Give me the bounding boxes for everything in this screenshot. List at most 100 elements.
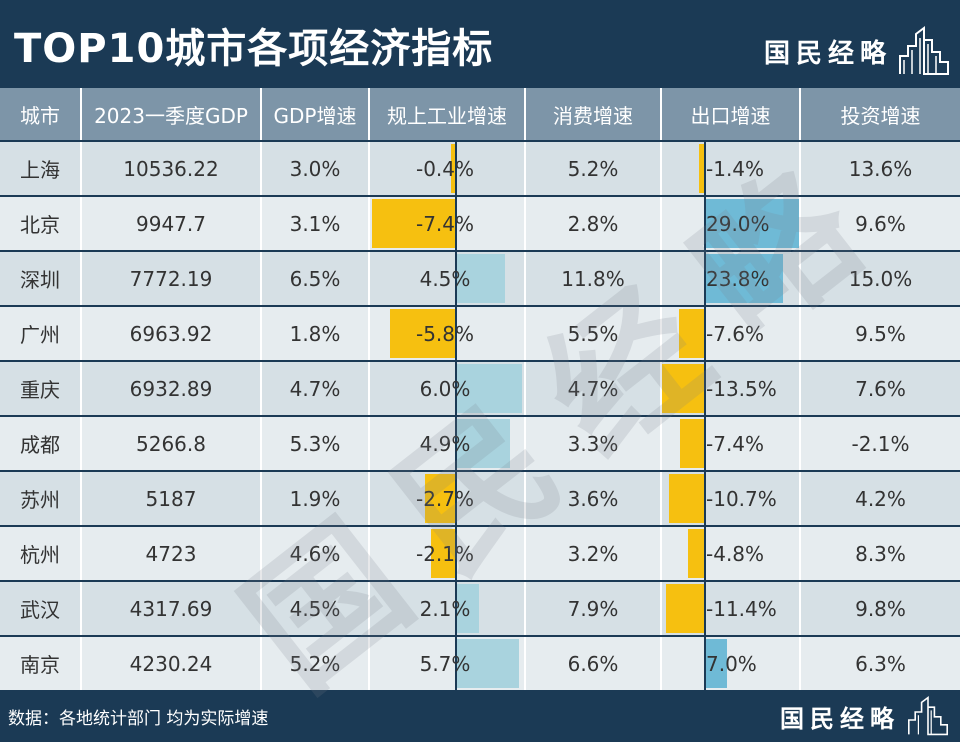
city-cell: 广州 [0,307,82,360]
table-row: 广州 6963.92 1.8% -5.8% 5.5% -7.6% 9.5% [0,307,960,360]
column-header: GDP增速 [262,88,370,140]
investment-growth-cell: 9.5% [801,307,960,360]
city-cell-text: 南京 [20,653,60,677]
city-cell-text: 上海 [20,158,60,182]
consumption-growth-cell-text: 6.6% [567,651,619,676]
investment-growth-cell-text: 9.6% [855,211,906,236]
export-growth-label: -4.8% [706,541,765,566]
export-growth-label: -11.4% [706,596,777,621]
consumption-growth-cell-text: 11.8% [561,266,625,291]
column-header: 2023一季度GDP [82,88,262,140]
gdp-cell-text: 4723 [145,541,197,566]
skyline-icon [899,26,949,75]
industry-zero-axis [455,142,457,195]
export-growth-label: -13.5% [706,376,777,401]
industry-zero-axis [455,362,457,415]
industry-growth-cell: -5.8% [370,307,526,360]
data-source-note: 数据：各地统计部门 均为实际增速 [8,709,269,729]
table-row: 苏州 5187 1.9% -2.7% 3.6% -10.7% 4.2% [0,472,960,525]
export-growth-cell: -13.5% [662,362,801,415]
industry-growth-cell: -2.7% [370,472,526,525]
column-header-text: 2023一季度GDP [94,103,248,128]
gdp-cell-text: 10536.22 [123,156,219,181]
table-row: 深圳 7772.19 6.5% 4.5% 11.8% 23.8% 15.0% [0,252,960,305]
investment-growth-cell-text: -2.1% [851,431,910,456]
industry-growth-cell: 4.9% [370,417,526,470]
city-cell-text: 苏州 [20,488,60,512]
table-row: 武汉 4317.69 4.5% 2.1% 7.9% -11.4% 9.8% [0,582,960,635]
industry-growth-bar [455,584,479,633]
industry-growth-cell: 5.7% [370,637,526,690]
industry-growth-label: 4.5% [419,266,471,291]
gdp-cell-text: 6932.89 [129,376,213,401]
export-growth-label: 23.8% [706,266,770,291]
industry-zero-axis [455,637,457,690]
column-header: 规上工业增速 [370,88,526,140]
table-row: 重庆 6932.89 4.7% 6.0% 4.7% -13.5% 7.6% [0,362,960,415]
gdp-cell-text: 6963.92 [129,321,213,346]
export-growth-cell: 7.0% [662,637,801,690]
gdp-cell: 10536.22 [82,142,262,195]
city-cell: 武汉 [0,582,82,635]
consumption-growth-cell: 3.6% [526,472,662,525]
investment-growth-cell: 7.6% [801,362,960,415]
gdp-cell: 4317.69 [82,582,262,635]
industry-zero-axis [455,197,457,250]
industry-zero-axis [455,252,457,305]
column-header-text: 出口增速 [690,103,771,128]
investment-growth-cell: 13.6% [801,142,960,195]
industry-zero-axis [455,582,457,635]
investment-growth-cell: 9.6% [801,197,960,250]
export-zero-axis [704,142,706,195]
brand-text: 国民经略 [763,38,892,69]
gdp-growth-cell: 3.1% [262,197,370,250]
industry-growth-cell: 4.5% [370,252,526,305]
gdp-growth-cell: 1.9% [262,472,370,525]
table-row: 成都 5266.8 5.3% 4.9% 3.3% -7.4% -2.1% [0,417,960,470]
city-cell: 成都 [0,417,82,470]
gdp-cell: 6963.92 [82,307,262,360]
industry-growth-bar [431,529,455,578]
city-cell-text: 杭州 [20,543,60,567]
investment-growth-cell-text: 4.2% [855,486,906,511]
gdp-growth-cell-text: 5.2% [289,651,341,676]
gdp-cell-text: 5187 [145,486,197,511]
city-cell-text: 广州 [20,323,60,347]
city-cell: 深圳 [0,252,82,305]
industry-growth-cell: -0.4% [370,142,526,195]
industry-growth-bar [424,474,455,523]
industry-growth-label: -7.4% [415,211,475,236]
gdp-cell-text: 5266.8 [136,431,206,456]
investment-growth-cell-text: 13.6% [848,156,913,181]
export-zero-axis [704,527,706,580]
gdp-growth-cell-text: 4.5% [289,596,341,621]
gdp-growth-cell: 4.6% [262,527,370,580]
consumption-growth-cell-text: 3.3% [567,431,619,456]
industry-zero-axis [455,417,457,470]
table-row: 南京 4230.24 5.2% 5.7% 6.6% 7.0% 6.3% [0,637,960,690]
consumption-growth-cell: 3.3% [526,417,662,470]
consumption-growth-cell-text: 5.2% [567,156,619,181]
column-header: 投资增速 [801,88,960,140]
table-row: 上海 10536.22 3.0% -0.4% 5.2% -1.4% 13.6% [0,142,960,195]
data-table: 城市 2023一季度GDP GDP增速 规上工业增速 消费增速 出口增速 投资增速 上海 105… [0,88,960,690]
export-growth-label: -1.4% [706,156,765,181]
gdp-growth-cell-text: 3.1% [289,211,341,236]
chart-title: TOP10城市各项经济指标 [14,26,494,72]
export-zero-axis [704,307,706,360]
export-zero-axis [704,582,706,635]
investment-growth-cell: 6.3% [801,637,960,690]
export-zero-axis [704,417,706,470]
export-growth-bar [662,364,704,413]
export-growth-cell: -7.4% [662,417,801,470]
industry-growth-label: -5.8% [415,321,475,346]
investment-growth-cell: 9.8% [801,582,960,635]
gdp-growth-cell: 5.2% [262,637,370,690]
investment-growth-cell-text: 7.6% [855,376,906,401]
consumption-growth-cell: 5.5% [526,307,662,360]
investment-growth-cell-text: 15.0% [848,266,913,291]
column-header: 出口增速 [662,88,801,140]
export-growth-label: -7.6% [706,321,765,346]
export-growth-cell: -10.7% [662,472,801,525]
export-growth-cell: -4.8% [662,527,801,580]
